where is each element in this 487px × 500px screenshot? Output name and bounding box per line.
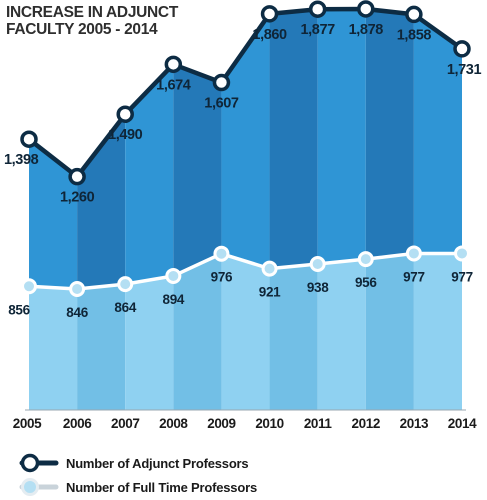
- adjunct-series-line: [27, 6, 464, 179]
- fulltime-area-band: [29, 286, 78, 410]
- x-tick-label: 2006: [63, 416, 92, 431]
- x-tick-label: 2011: [304, 416, 333, 431]
- adjunct-area-band: [269, 9, 318, 269]
- fulltime-area-band: [77, 284, 126, 410]
- fulltime-area-band: [221, 253, 270, 410]
- fulltime-area-band: [317, 259, 366, 410]
- adjunct-point: [357, 0, 375, 18]
- adjunct-data-label: 1,860: [252, 27, 287, 43]
- fulltime-point: [117, 276, 134, 293]
- fulltime-area-band: [269, 264, 318, 410]
- chart-title: INCREASE IN ADJUNCT FACULTY 2005 - 2014: [6, 4, 266, 38]
- x-tick-label: 2012: [352, 416, 380, 431]
- adjunct-point: [164, 55, 183, 74]
- chart-title-line-1: INCREASE IN ADJUNCT: [6, 4, 178, 21]
- x-tick-label: 2007: [111, 416, 139, 431]
- fulltime-series-line: [28, 251, 462, 291]
- adjunct-point: [20, 130, 38, 148]
- adjunct-point: [453, 40, 471, 58]
- adjunct-point: [308, 0, 327, 18]
- fulltime-point: [69, 280, 86, 297]
- adjunct-data-label: 1,490: [108, 127, 143, 143]
- x-tick-label: 2008: [159, 416, 188, 431]
- x-tick-label: 2010: [255, 416, 283, 431]
- adjunct-data-label: 1,731: [447, 62, 482, 78]
- x-tick-label: 2013: [400, 416, 429, 431]
- legend-adjunct-marker: [20, 453, 40, 473]
- x-tick-label: 2014: [448, 416, 477, 431]
- fulltime-point: [454, 245, 470, 262]
- fulltime-data-label: 856: [8, 302, 30, 317]
- chart-title-line-2: FACULTY 2005 - 2014: [6, 21, 158, 38]
- x-tick-label: 2005: [13, 416, 42, 431]
- adjunct-data-label: 1,878: [349, 22, 384, 38]
- adjunct-point: [212, 73, 231, 92]
- fulltime-data-label: 894: [163, 292, 185, 307]
- adjunct-point: [116, 105, 134, 123]
- adjunct-area-band: [29, 139, 78, 289]
- adjunct-area-band: [77, 114, 126, 289]
- fulltime-point: [309, 256, 326, 273]
- adjunct-area-band: [365, 8, 414, 260]
- fulltime-point: [213, 245, 230, 262]
- fulltime-data-label: 956: [355, 275, 377, 290]
- adjunct-area-band: [317, 8, 366, 265]
- fulltime-area-band: [413, 253, 462, 410]
- adjunct-data-label: 1,260: [60, 190, 95, 206]
- adjunct-data-label: 1,877: [301, 22, 336, 38]
- fulltime-data-label: 977: [451, 269, 473, 284]
- fulltime-data-label: 938: [307, 280, 329, 295]
- legend-fulltime-label: Number of Full Time Professors: [66, 480, 257, 495]
- x-tick-label: 2009: [207, 416, 235, 431]
- legend-adjunct-label: Number of Adjunct Professors: [66, 456, 248, 471]
- fulltime-area-band: [365, 253, 414, 410]
- fulltime-data-label: 846: [66, 305, 88, 320]
- adjunct-point: [68, 167, 86, 186]
- adjunct-point: [260, 5, 279, 23]
- fulltime-area-band: [173, 253, 222, 410]
- adjunct-area-band: [173, 64, 222, 276]
- fulltime-data-label: 864: [114, 300, 136, 315]
- fulltime-point: [405, 245, 422, 262]
- fulltime-data-label: 977: [403, 269, 425, 284]
- fulltime-point: [21, 278, 37, 295]
- legend-fulltime-marker: [21, 478, 39, 496]
- fulltime-data-label: 976: [211, 270, 233, 285]
- fulltime-point: [165, 267, 182, 284]
- fulltime-point: [261, 260, 278, 277]
- adjunct-point: [405, 5, 423, 24]
- adjunct-area-band: [413, 14, 462, 254]
- adjunct-data-label: 1,607: [204, 96, 239, 112]
- fulltime-data-label: 921: [259, 285, 281, 300]
- fulltime-area-band: [125, 275, 174, 410]
- adjunct-data-label: 1,858: [397, 27, 432, 43]
- adjunct-data-label: 1,674: [156, 77, 191, 93]
- fulltime-point: [357, 251, 374, 268]
- adjunct-data-label: 1,398: [4, 152, 39, 168]
- adjunct-area-band: [125, 64, 174, 285]
- adjunct-area-band: [221, 13, 270, 269]
